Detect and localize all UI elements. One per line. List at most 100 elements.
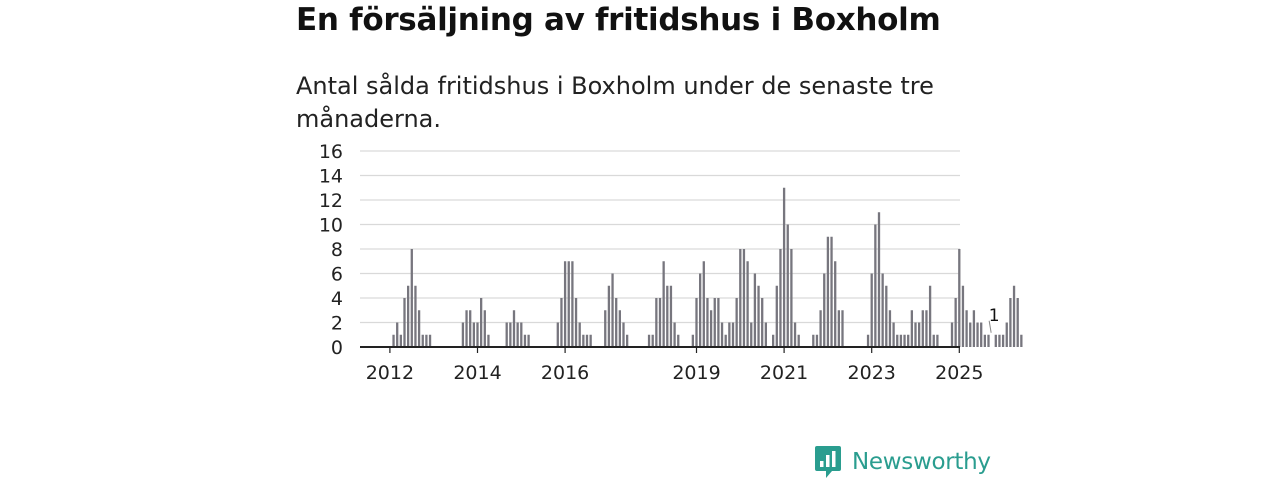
bar bbox=[399, 334, 402, 347]
bar bbox=[469, 310, 472, 347]
bar bbox=[604, 310, 607, 347]
bar bbox=[407, 285, 410, 347]
bar bbox=[410, 249, 413, 347]
bar bbox=[877, 212, 881, 347]
bar bbox=[720, 322, 724, 347]
bar bbox=[899, 334, 903, 347]
y-tick-label: 14 bbox=[319, 166, 343, 188]
bar bbox=[691, 334, 694, 347]
bar bbox=[735, 298, 738, 347]
bar bbox=[662, 261, 665, 347]
bar bbox=[428, 334, 432, 347]
x-tick-label: 2016 bbox=[541, 362, 589, 384]
bar bbox=[695, 298, 698, 347]
annotation-leader-line bbox=[988, 320, 992, 333]
newsworthy-logo-icon bbox=[815, 446, 841, 478]
bar bbox=[709, 310, 713, 347]
y-tick-label: 10 bbox=[319, 215, 343, 237]
bar bbox=[505, 322, 508, 347]
bar bbox=[925, 310, 928, 347]
bar bbox=[677, 334, 680, 347]
bar bbox=[731, 322, 735, 347]
bar bbox=[585, 334, 589, 347]
bar bbox=[972, 310, 976, 347]
bar bbox=[421, 334, 424, 347]
annotation-label: 1 bbox=[989, 306, 1000, 326]
y-tick-label: 12 bbox=[319, 190, 343, 212]
y-tick-label: 16 bbox=[319, 141, 343, 163]
bar bbox=[961, 285, 965, 347]
bar bbox=[480, 298, 483, 347]
bar bbox=[699, 273, 702, 347]
bar bbox=[866, 334, 870, 347]
bar bbox=[1001, 334, 1005, 347]
bar bbox=[775, 285, 778, 347]
bar bbox=[615, 298, 618, 347]
bar bbox=[958, 249, 961, 347]
bar bbox=[761, 298, 764, 347]
bar bbox=[563, 261, 567, 347]
bar bbox=[1016, 298, 1019, 347]
bar bbox=[980, 322, 983, 347]
bar bbox=[425, 334, 428, 347]
bar bbox=[655, 298, 658, 347]
bar bbox=[728, 322, 731, 347]
bar bbox=[965, 310, 968, 347]
bar bbox=[885, 285, 888, 347]
bar bbox=[647, 334, 651, 347]
bar bbox=[739, 249, 742, 347]
bar bbox=[560, 298, 563, 347]
bar bbox=[417, 310, 421, 347]
bar bbox=[987, 334, 990, 347]
bar bbox=[567, 261, 570, 347]
bar bbox=[746, 261, 749, 347]
bar bbox=[618, 310, 621, 347]
bar bbox=[874, 224, 877, 347]
bar bbox=[520, 322, 523, 347]
bar bbox=[611, 273, 614, 347]
y-tick-label: 0 bbox=[331, 337, 343, 359]
bar bbox=[928, 285, 932, 347]
bar bbox=[651, 334, 654, 347]
bar bbox=[896, 334, 899, 347]
bar bbox=[658, 298, 662, 347]
x-tick-label: 2025 bbox=[935, 362, 983, 384]
bar bbox=[881, 273, 884, 347]
bar bbox=[742, 249, 746, 347]
bar bbox=[954, 298, 957, 347]
y-tick-label: 4 bbox=[331, 288, 343, 310]
bar bbox=[702, 261, 705, 347]
bar bbox=[556, 322, 559, 347]
bar bbox=[626, 334, 629, 347]
bar bbox=[527, 334, 530, 347]
brand-name: Newsworthy bbox=[852, 449, 991, 475]
bar bbox=[713, 298, 716, 347]
bar bbox=[487, 334, 490, 347]
bar bbox=[516, 322, 519, 347]
bar bbox=[523, 334, 527, 347]
bar bbox=[476, 322, 479, 347]
bar bbox=[812, 334, 815, 347]
bar bbox=[903, 334, 906, 347]
x-tick-label: 2012 bbox=[366, 362, 414, 384]
bar bbox=[888, 310, 892, 347]
bar bbox=[1012, 285, 1016, 347]
bar bbox=[969, 322, 972, 347]
bar bbox=[396, 322, 399, 347]
bar bbox=[950, 322, 954, 347]
bar bbox=[582, 334, 585, 347]
y-tick-label: 6 bbox=[331, 264, 343, 286]
bar bbox=[724, 334, 727, 347]
bar bbox=[666, 285, 669, 347]
bar bbox=[403, 298, 406, 347]
bar bbox=[834, 261, 837, 347]
bar bbox=[509, 322, 512, 347]
newsworthy-logo[interactable]: Newsworthy bbox=[814, 444, 991, 480]
bar bbox=[994, 334, 997, 347]
bar bbox=[414, 285, 417, 347]
bar bbox=[461, 322, 465, 347]
bar bbox=[578, 322, 581, 347]
bar bbox=[936, 334, 939, 347]
bar bbox=[392, 334, 395, 347]
bar bbox=[932, 334, 935, 347]
